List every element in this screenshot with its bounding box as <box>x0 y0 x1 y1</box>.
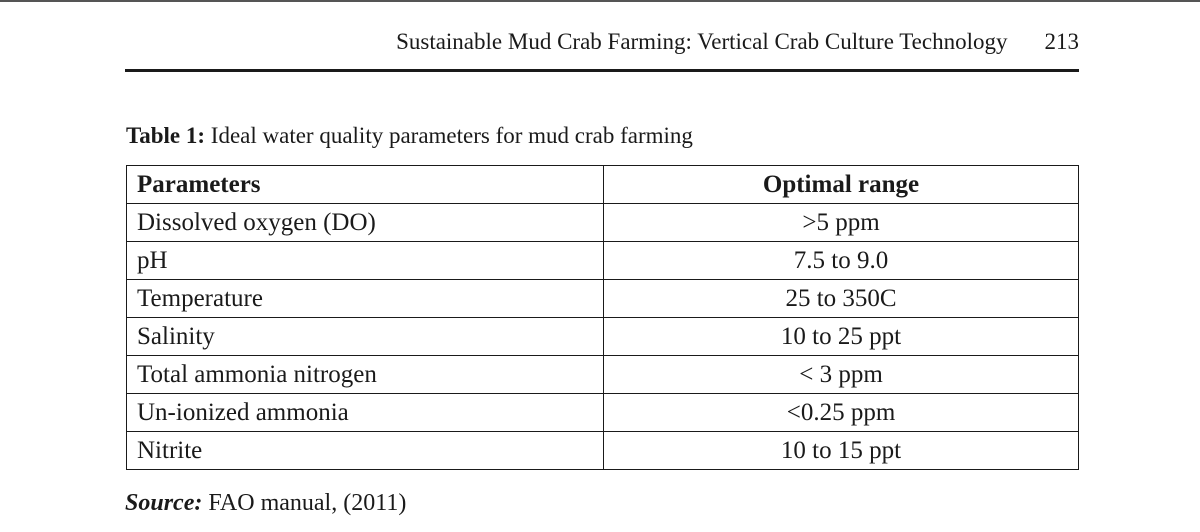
source-note: Source: FAO manual, (2011) <box>125 490 406 517</box>
table-row: Nitrite 10 to 15 ppt <box>126 431 1079 470</box>
running-title: Sustainable Mud Crab Farming: Vertical C… <box>396 29 1008 54</box>
source-text: FAO manual, (2011) <box>208 490 407 516</box>
page-number: 213 <box>1044 29 1080 54</box>
optimal-range-cell: < 3 ppm <box>603 355 1079 394</box>
running-header: Sustainable Mud Crab Farming: Vertical C… <box>125 26 1079 58</box>
table-caption: Table 1: Ideal water quality parameters … <box>126 123 693 149</box>
parameter-cell: Temperature <box>126 279 604 318</box>
parameter-cell: Nitrite <box>126 431 604 470</box>
optimal-range-cell: >5 ppm <box>603 203 1079 242</box>
optimal-range-cell: 10 to 25 ppt <box>603 317 1079 356</box>
optimal-range-cell: 7.5 to 9.0 <box>603 241 1079 280</box>
optimal-range-cell: 25 to 350C <box>603 279 1079 318</box>
optimal-range-cell: 10 to 15 ppt <box>603 431 1079 470</box>
table-row: Dissolved oxygen (DO) >5 ppm <box>126 203 1079 242</box>
page-top-border <box>0 0 1200 2</box>
header-rule <box>125 69 1079 72</box>
parameter-cell: Un-ionized ammonia <box>126 393 604 432</box>
column-header-optimal-range: Optimal range <box>603 165 1079 204</box>
parameter-cell: Total ammonia nitrogen <box>126 355 604 394</box>
parameter-cell: pH <box>126 241 604 280</box>
parameter-cell: Salinity <box>126 317 604 356</box>
table-row: Temperature 25 to 350C <box>126 279 1079 318</box>
table-caption-text: Ideal water quality parameters for mud c… <box>210 123 693 148</box>
table-row: Un-ionized ammonia <0.25 ppm <box>126 393 1079 432</box>
column-header-parameters: Parameters <box>126 165 604 204</box>
table-row: pH 7.5 to 9.0 <box>126 241 1079 280</box>
water-quality-table: Parameters Optimal range Dissolved oxyge… <box>126 165 1079 470</box>
table-caption-label: Table 1: <box>126 123 206 148</box>
source-label: Source: <box>125 490 203 516</box>
parameter-cell: Dissolved oxygen (DO) <box>126 203 604 242</box>
table-row: Total ammonia nitrogen < 3 ppm <box>126 355 1079 394</box>
table-row: Salinity 10 to 25 ppt <box>126 317 1079 356</box>
optimal-range-cell: <0.25 ppm <box>603 393 1079 432</box>
table-header-row: Parameters Optimal range <box>126 165 1079 204</box>
